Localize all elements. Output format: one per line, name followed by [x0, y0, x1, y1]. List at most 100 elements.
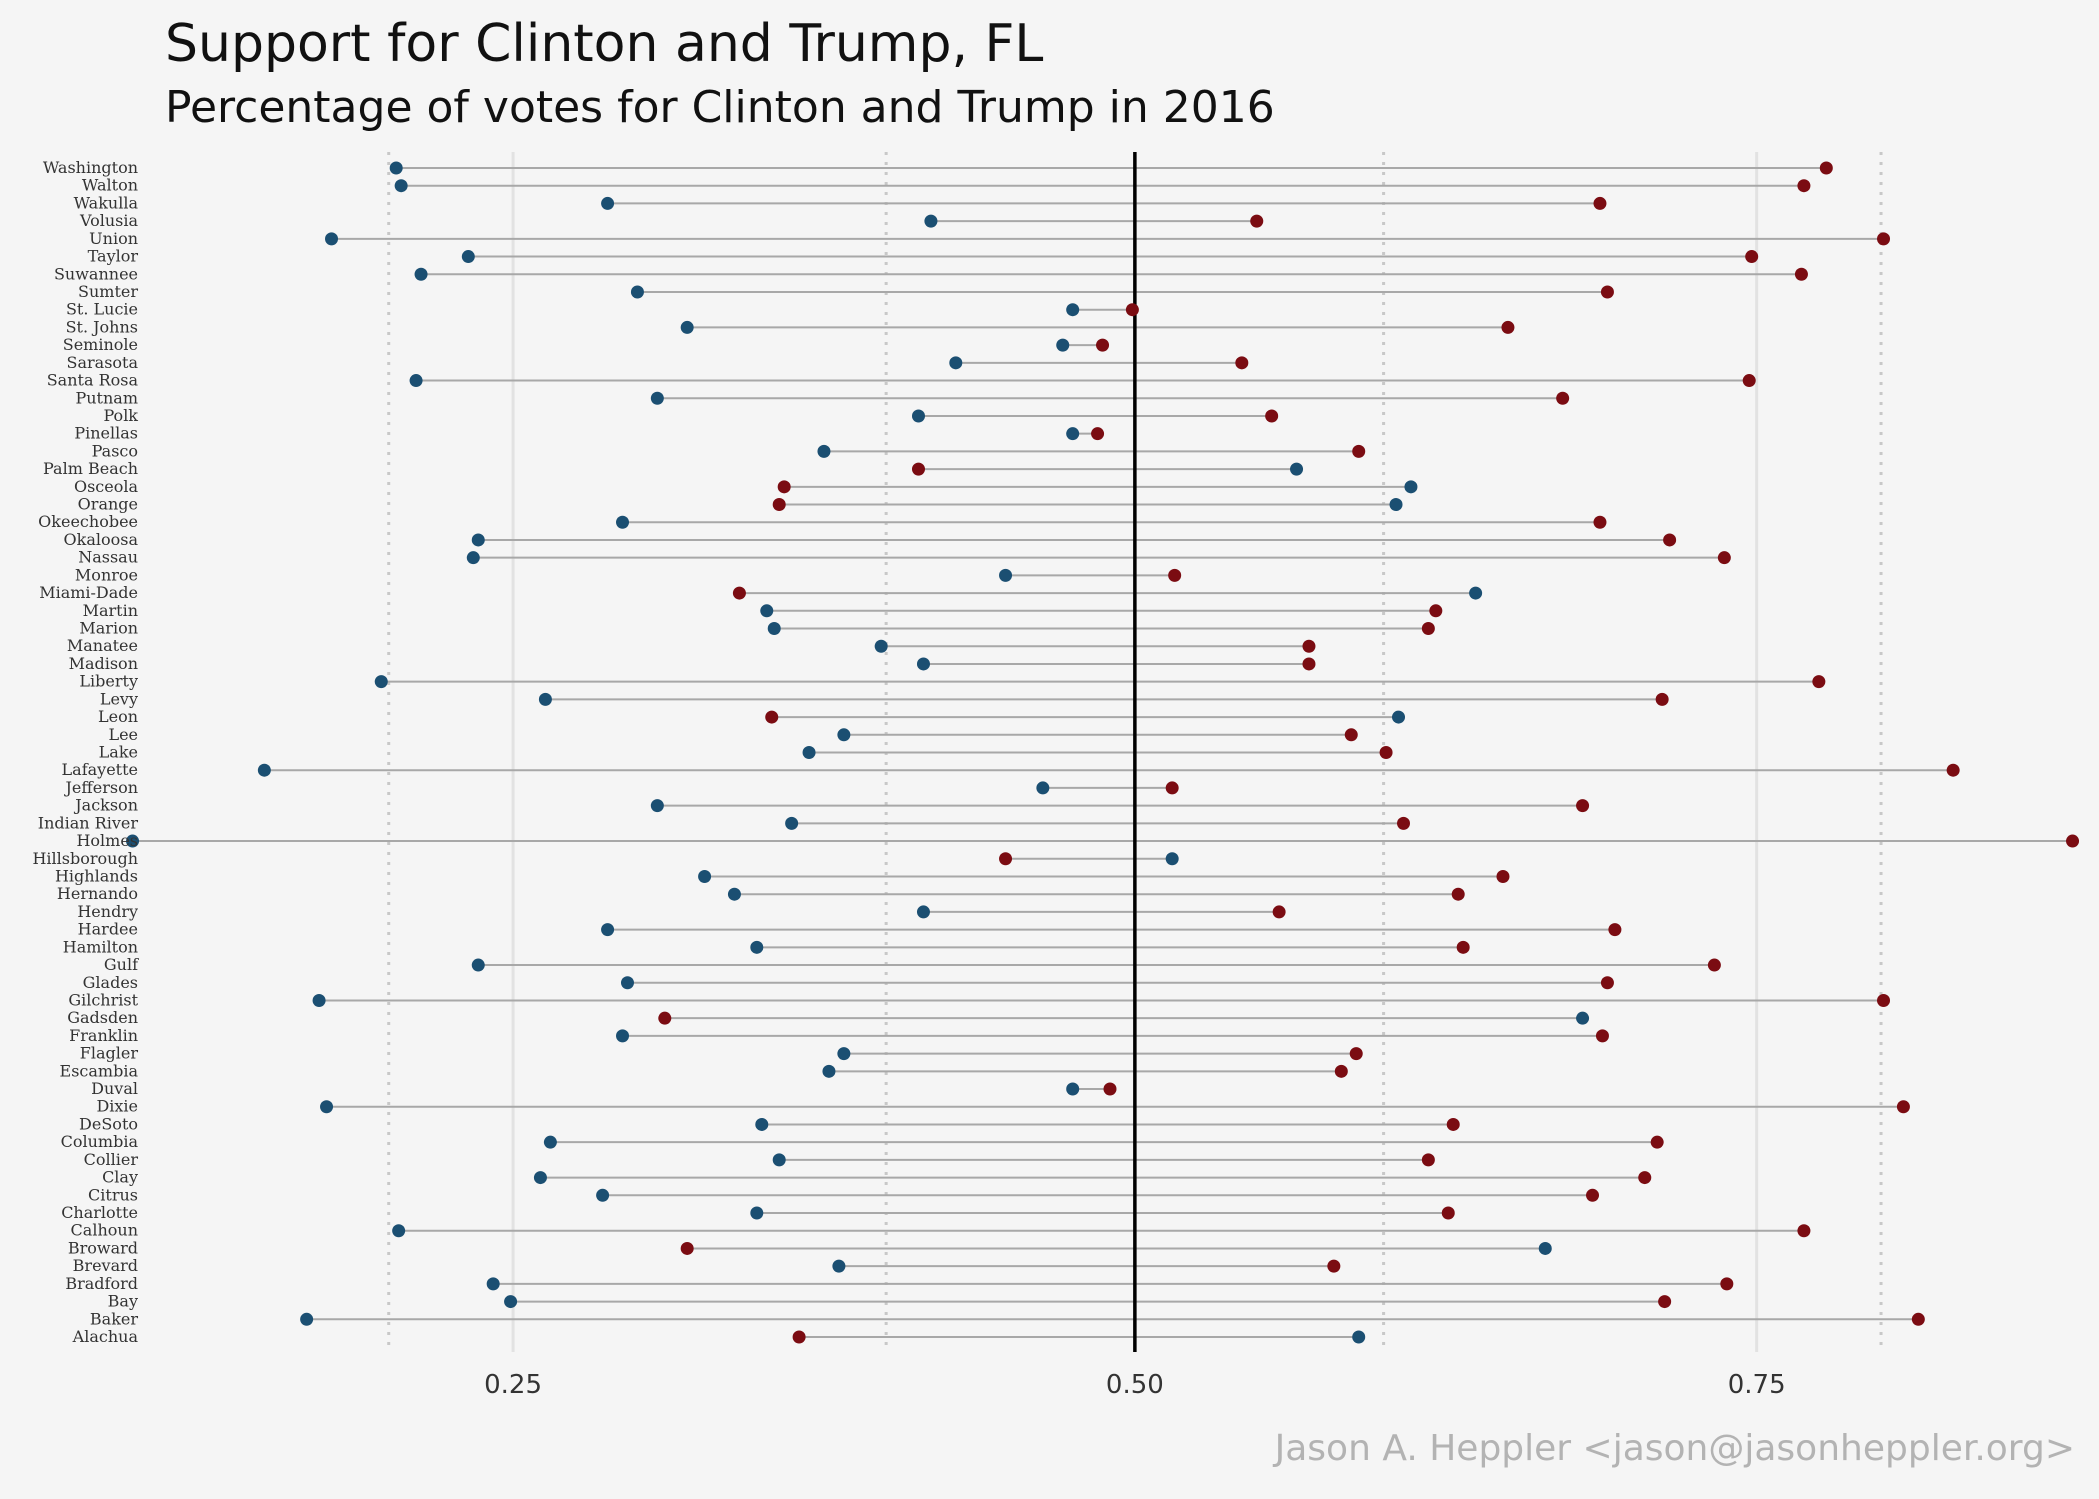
- clinton-point: [601, 196, 615, 210]
- trump-point: [658, 1011, 672, 1025]
- trump-point: [1250, 214, 1264, 228]
- county-label: Martin: [83, 601, 138, 620]
- clinton-point: [620, 976, 634, 990]
- trump-point: [765, 710, 779, 724]
- county-label: Hernando: [57, 884, 138, 903]
- clinton-point: [1469, 586, 1483, 600]
- x-tick-label: 0.25: [484, 1370, 542, 1400]
- clinton-point: [755, 1117, 769, 1131]
- trump-point: [1600, 285, 1614, 299]
- trump-point: [1125, 303, 1139, 317]
- trump-point: [1717, 551, 1731, 565]
- clinton-point: [822, 1064, 836, 1078]
- trump-point: [777, 480, 791, 494]
- clinton-point: [832, 1259, 846, 1273]
- clinton-point: [257, 763, 271, 777]
- trump-point: [1638, 1171, 1652, 1185]
- trump-point: [1946, 763, 1960, 777]
- clinton-point: [1404, 480, 1418, 494]
- clinton-point: [300, 1312, 314, 1326]
- clinton-point: [616, 515, 630, 529]
- county-label: St. Lucie: [66, 300, 138, 319]
- county-label: Bay: [108, 1292, 138, 1311]
- clinton-point: [837, 1047, 851, 1061]
- county-label: Osceola: [74, 477, 139, 496]
- clinton-point: [1056, 338, 1070, 352]
- county-label: Dixie: [96, 1097, 138, 1116]
- county-label: Gadsden: [67, 1008, 138, 1027]
- clinton-point: [911, 409, 925, 423]
- county-label: Charlotte: [61, 1203, 138, 1222]
- county-label: Broward: [68, 1238, 138, 1257]
- clinton-point: [1352, 1330, 1366, 1344]
- point-layer: [126, 161, 2080, 1344]
- trump-point: [1379, 746, 1393, 759]
- trump-point: [1421, 622, 1435, 636]
- trump-point: [1344, 728, 1358, 742]
- county-label: Citrus: [88, 1185, 138, 1204]
- county-label: Taylor: [88, 247, 139, 266]
- trump-point: [1655, 692, 1669, 706]
- county-label: Gilchrist: [68, 990, 138, 1009]
- clinton-point: [504, 1295, 518, 1309]
- clinton-point: [486, 1277, 500, 1291]
- trump-point: [1556, 391, 1570, 405]
- clinton-point: [616, 1029, 630, 1043]
- county-label: Seminole: [63, 335, 138, 354]
- clinton-point: [837, 728, 851, 742]
- county-label: Okeechobee: [38, 512, 138, 531]
- county-label: Suwannee: [54, 264, 138, 283]
- trump-point: [1302, 657, 1316, 671]
- clinton-point: [394, 179, 408, 193]
- trump-point: [1165, 781, 1179, 795]
- clinton-point: [409, 374, 423, 388]
- clinton-point: [1066, 1082, 1080, 1096]
- county-label: Columbia: [61, 1132, 139, 1151]
- trump-point: [1745, 250, 1759, 264]
- trump-point: [1595, 1029, 1609, 1043]
- grid-layer: [387, 152, 1883, 1352]
- trump-point: [732, 586, 746, 600]
- county-label: Jefferson: [63, 778, 138, 797]
- county-label: Jackson: [73, 796, 138, 815]
- clinton-point: [374, 675, 388, 689]
- county-label: Leon: [98, 707, 138, 726]
- trump-point: [1446, 1117, 1460, 1131]
- segment-layer: [132, 167, 2073, 1338]
- x-tick-label: 0.50: [1106, 1370, 1164, 1400]
- trump-point: [1896, 1100, 1910, 1114]
- clinton-point: [596, 1188, 610, 1202]
- county-label: Franklin: [69, 1026, 138, 1045]
- county-label: Duval: [91, 1079, 138, 1098]
- clinton-point: [760, 604, 774, 618]
- trump-point: [1103, 1082, 1117, 1096]
- county-label-layer: WashingtonWaltonWakullaVolusiaUnionTaylo…: [32, 158, 139, 1346]
- clinton-point: [924, 214, 938, 228]
- x-tick-label: 0.75: [1728, 1370, 1786, 1400]
- clinton-point: [601, 923, 615, 937]
- trump-point: [1096, 338, 1110, 352]
- county-label: Glades: [83, 973, 138, 992]
- trump-point: [2066, 834, 2080, 848]
- clinton-point: [650, 391, 664, 405]
- county-label: Manatee: [67, 636, 138, 655]
- trump-point: [1812, 675, 1826, 689]
- trump-point: [1501, 320, 1515, 334]
- county-label: Bradford: [65, 1274, 138, 1293]
- trump-point: [792, 1330, 806, 1344]
- clinton-point: [538, 692, 552, 706]
- trump-point: [1302, 639, 1316, 653]
- county-label: Okaloosa: [64, 530, 139, 549]
- county-label: Volusia: [79, 211, 138, 230]
- trump-point: [1235, 356, 1249, 370]
- clinton-point: [1576, 1011, 1590, 1025]
- trump-point: [1742, 374, 1756, 388]
- county-label: Clay: [102, 1168, 138, 1187]
- county-label: Orange: [78, 495, 138, 514]
- county-label: Miami-Dade: [39, 583, 138, 602]
- trump-point: [1877, 993, 1891, 1007]
- county-label: Putnam: [75, 388, 138, 407]
- trump-point: [1797, 1224, 1811, 1238]
- clinton-point: [320, 1100, 334, 1114]
